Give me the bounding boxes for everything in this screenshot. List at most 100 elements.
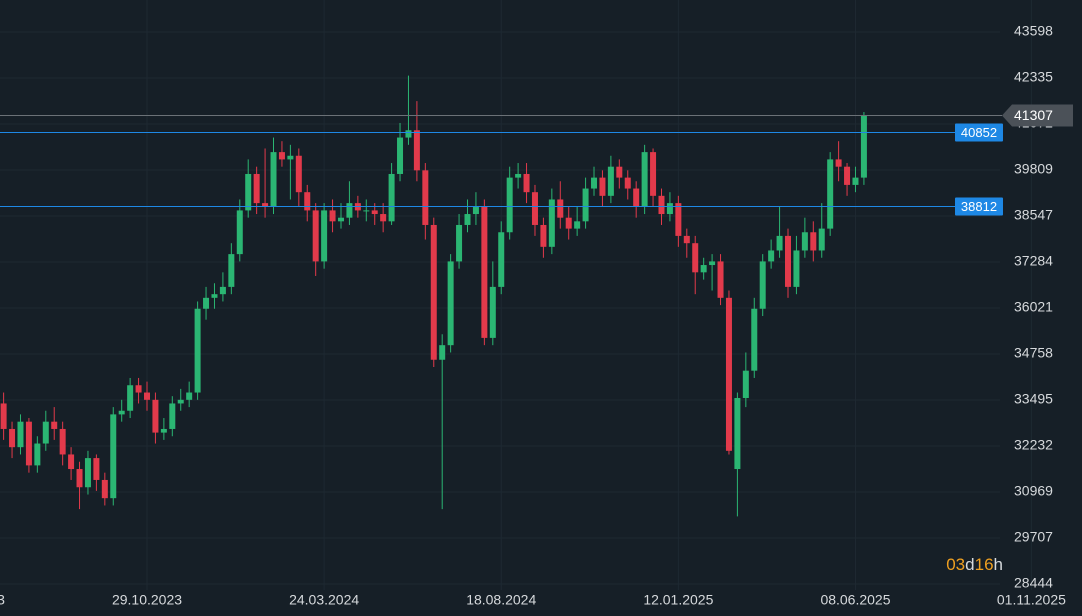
y-tick-label: 29707 [1014,529,1053,545]
last-price-badge [1002,104,1073,127]
candle-body [127,385,134,411]
candle-body [42,421,49,444]
x-tick-label: 12.01.2025 [643,592,713,608]
candle-body [9,428,16,448]
candle-body [245,173,252,211]
level-badge [955,197,1003,216]
x-tick-label: 29.10.2023 [112,592,182,608]
candle-body [607,166,614,196]
y-tick-label: 36021 [1014,299,1053,315]
candle-body [152,399,159,433]
candle-body [219,286,226,295]
candle-body [860,115,867,178]
candle-body [734,397,741,470]
candle-body [93,458,100,480]
candle-body [295,155,302,193]
candle-body [177,399,184,404]
candle-body [211,294,218,298]
candle-body [118,410,125,415]
candle-body [304,192,311,211]
countdown-part: 03 [946,555,965,574]
candle-body [692,243,699,273]
candle-body [768,250,775,262]
candle-body [785,235,792,287]
candle-body [827,159,834,229]
candle-body [506,177,513,233]
candle-body [548,199,555,247]
candle-body [498,232,505,287]
candle-body [0,403,7,429]
candle-body [160,428,167,433]
candle-body [422,170,429,225]
candle-body [557,199,564,218]
candle-body [363,210,370,212]
candle-body [228,254,235,287]
level-badge [955,123,1003,142]
candle-body [801,232,808,251]
y-tick-label: 33495 [1014,391,1053,407]
candle-body [658,195,665,215]
candle-body [675,203,682,236]
candle-body [666,203,673,215]
x-tick-label: 08.06.2025 [820,592,890,608]
candle-body [751,308,758,371]
candle-body [759,261,766,309]
candle-body [270,152,277,207]
candle-body [329,210,336,222]
candle-body [439,345,446,360]
candle-body [624,177,631,189]
candle-body [236,210,243,255]
candle-body [540,224,547,247]
candle-body [101,479,108,499]
candle-body [51,421,58,429]
x-tick-label: 04.06.2023 [0,592,5,608]
candle-body [380,214,387,222]
candle-body [388,173,395,222]
countdown-part: h [994,555,1003,574]
candle-body [278,152,285,160]
candle-body [582,188,589,222]
candle-body [725,297,732,451]
countdown: 03d16h [946,555,1003,574]
candle-body [169,403,176,429]
candle-body [371,210,378,215]
candle-body [346,203,353,218]
candle-body [76,469,83,488]
candle-body [262,203,269,207]
candle-body [591,177,598,189]
candle-body [287,155,294,160]
candle-body [489,286,496,338]
candle-body [700,265,707,273]
x-tick-label: 24.03.2024 [289,592,359,608]
x-tick-label: 18.08.2024 [466,592,536,608]
candle-body [84,458,91,488]
candle-body [852,177,859,185]
candle-body [709,261,716,266]
candle-body [523,173,530,193]
y-tick-label: 28444 [1014,575,1053,591]
candle-body [717,261,724,298]
y-tick-label: 38547 [1014,207,1053,223]
y-tick-label: 39809 [1014,161,1053,177]
countdown-part: d [965,555,974,574]
candle-body [203,297,210,309]
candle-body [34,443,41,466]
candle-body [253,173,260,204]
candle-body [683,235,690,244]
candle-body [25,421,32,466]
candle-body [312,210,319,262]
y-tick-label: 43598 [1014,23,1053,39]
candle-body [186,392,193,400]
candle-body [321,210,328,262]
y-tick-label: 32232 [1014,437,1053,453]
y-tick-label: 42335 [1014,69,1053,85]
candle-body [810,232,817,251]
candle-body [430,224,437,360]
candle-body [68,454,75,470]
candle-body [835,159,842,167]
y-tick-label: 30969 [1014,483,1053,499]
candle-body [194,308,201,393]
countdown-part: 16 [975,555,994,574]
